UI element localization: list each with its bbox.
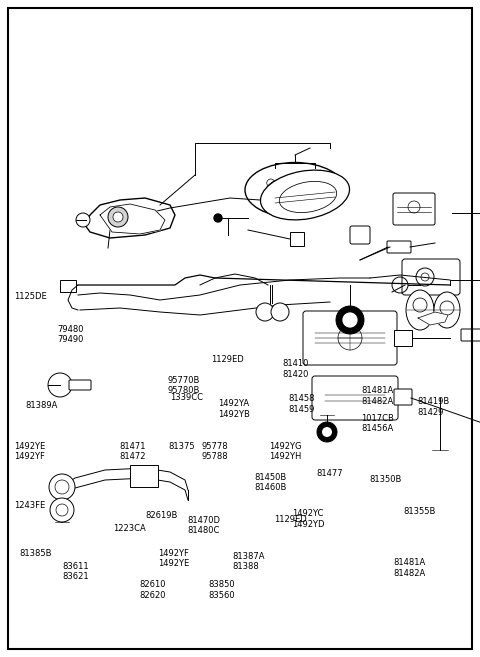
FancyBboxPatch shape xyxy=(402,259,460,295)
Text: 82619B: 82619B xyxy=(145,511,178,520)
FancyBboxPatch shape xyxy=(290,232,304,246)
Text: 1339CC: 1339CC xyxy=(170,393,204,402)
FancyBboxPatch shape xyxy=(69,380,91,390)
Text: 1492YA
1492YB: 1492YA 1492YB xyxy=(218,399,250,419)
Circle shape xyxy=(322,427,332,437)
Text: 81387A
81388: 81387A 81388 xyxy=(233,552,265,572)
Circle shape xyxy=(76,213,90,227)
Text: 81350B: 81350B xyxy=(370,475,402,484)
Text: 1223CA: 1223CA xyxy=(113,524,145,533)
Text: 81419B
81429: 81419B 81429 xyxy=(418,397,450,417)
Text: 1129ED: 1129ED xyxy=(211,355,244,364)
Ellipse shape xyxy=(434,292,460,328)
Polygon shape xyxy=(85,198,175,238)
Ellipse shape xyxy=(279,181,336,213)
Text: 83850
83560: 83850 83560 xyxy=(209,580,235,600)
Circle shape xyxy=(336,306,364,334)
FancyBboxPatch shape xyxy=(387,241,411,253)
Text: 81450B
81460B: 81450B 81460B xyxy=(254,473,287,493)
Text: 1243FE: 1243FE xyxy=(14,501,46,510)
FancyBboxPatch shape xyxy=(350,226,370,244)
Circle shape xyxy=(256,303,274,321)
FancyBboxPatch shape xyxy=(130,465,158,487)
Text: 81355B: 81355B xyxy=(403,507,435,516)
Text: 82610
82620: 82610 82620 xyxy=(139,580,166,600)
Polygon shape xyxy=(418,312,448,325)
Ellipse shape xyxy=(406,290,434,330)
FancyBboxPatch shape xyxy=(394,330,412,346)
Text: 81389A: 81389A xyxy=(25,401,57,410)
Text: 81481A
81482A: 81481A 81482A xyxy=(394,558,426,578)
Text: 81481A
81482A: 81481A 81482A xyxy=(361,386,394,406)
Circle shape xyxy=(214,214,222,222)
Polygon shape xyxy=(60,468,188,500)
FancyBboxPatch shape xyxy=(394,389,412,405)
Text: 1492YG
1492YH: 1492YG 1492YH xyxy=(269,442,301,461)
FancyBboxPatch shape xyxy=(303,311,397,365)
Circle shape xyxy=(113,212,123,222)
Text: 1129ED: 1129ED xyxy=(274,514,306,524)
Text: 81477: 81477 xyxy=(317,468,343,478)
Circle shape xyxy=(271,303,289,321)
Polygon shape xyxy=(100,204,165,234)
Circle shape xyxy=(108,207,128,227)
Circle shape xyxy=(49,474,75,500)
Text: 1125DE: 1125DE xyxy=(14,292,47,302)
Text: 1492YF
1492YE: 1492YF 1492YE xyxy=(158,549,190,568)
Text: 1492YE
1492YF: 1492YE 1492YF xyxy=(14,442,46,461)
Text: 81375: 81375 xyxy=(168,442,194,451)
Text: 95778
95788: 95778 95788 xyxy=(202,442,228,461)
Text: 81471
81472: 81471 81472 xyxy=(119,442,145,461)
Text: 81385B: 81385B xyxy=(19,549,52,558)
FancyBboxPatch shape xyxy=(393,193,435,225)
Circle shape xyxy=(342,312,358,328)
Ellipse shape xyxy=(261,170,349,220)
Text: 1017CB
81456A: 1017CB 81456A xyxy=(361,414,394,434)
Text: 1492YC
1492YD: 1492YC 1492YD xyxy=(292,509,324,529)
Text: 79480
79490: 79480 79490 xyxy=(58,325,84,344)
Circle shape xyxy=(50,498,74,522)
Text: 81470D
81480C: 81470D 81480C xyxy=(187,516,220,535)
Text: 81410
81420: 81410 81420 xyxy=(282,359,309,379)
FancyBboxPatch shape xyxy=(461,329,480,341)
FancyBboxPatch shape xyxy=(60,280,76,292)
Text: 81458
81459: 81458 81459 xyxy=(288,394,314,414)
FancyBboxPatch shape xyxy=(312,376,398,420)
Text: 95770B
95780B: 95770B 95780B xyxy=(167,376,199,396)
Text: 83611
83621: 83611 83621 xyxy=(62,562,89,581)
Circle shape xyxy=(317,422,337,442)
